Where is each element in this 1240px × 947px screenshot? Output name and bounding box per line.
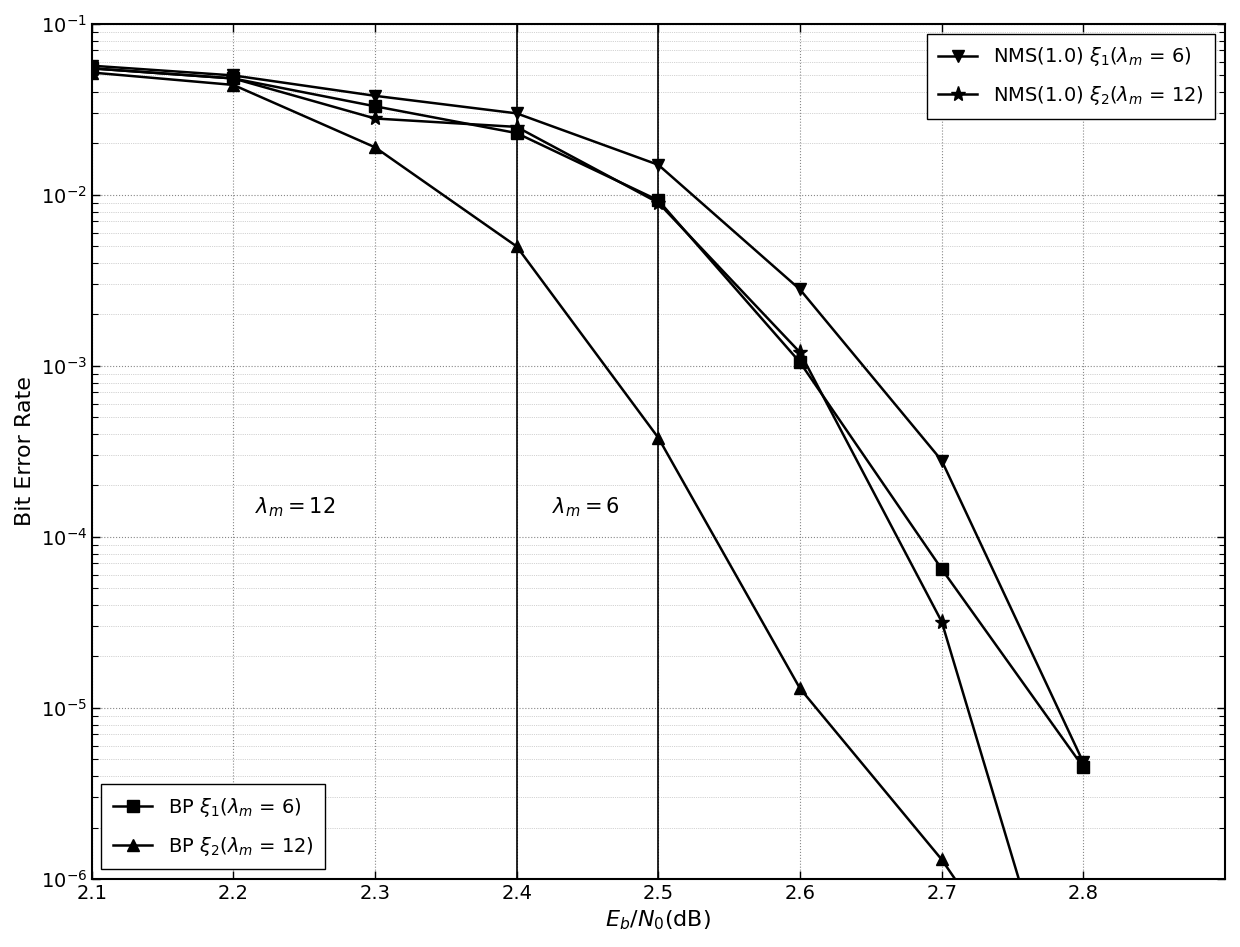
Legend: BP $\xi_1$($\lambda_m$ = 6), BP $\xi_2$($\lambda_m$ = 12): BP $\xi_1$($\lambda_m$ = 6), BP $\xi_2$(… — [102, 784, 325, 869]
Text: $\lambda_m = 6$: $\lambda_m = 6$ — [552, 495, 620, 519]
X-axis label: $E_b/N_0$(dB): $E_b/N_0$(dB) — [605, 908, 712, 932]
Text: $\lambda_m = 12$: $\lambda_m = 12$ — [254, 495, 335, 519]
Y-axis label: Bit Error Rate: Bit Error Rate — [15, 377, 35, 527]
